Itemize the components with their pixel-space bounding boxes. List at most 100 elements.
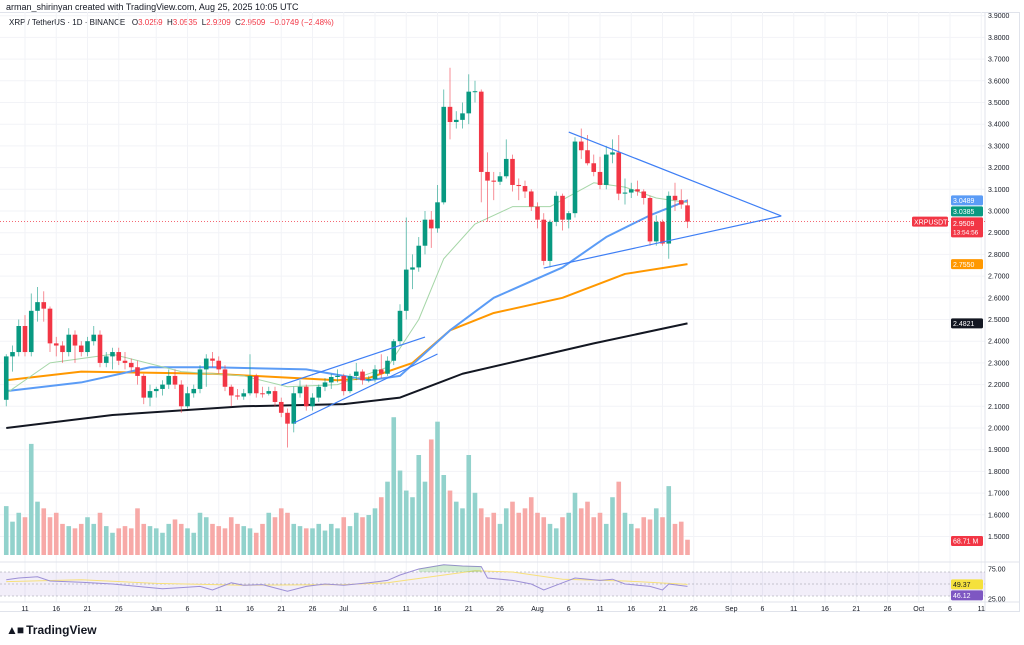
volume-bar [91,523,97,555]
candle-body [103,356,109,363]
candle-body [516,184,522,187]
volume-bar [72,528,78,555]
price-axis-tick: 3.1000 [988,187,1010,194]
candle-body [560,195,565,220]
volume-bar [216,526,222,555]
date-axis-tick: 11 [790,606,797,613]
volume-bar [53,512,59,555]
date-axis-tick: 11 [215,606,222,613]
price-axis-tick: 3.9000 [988,13,1010,20]
candle-body [610,152,615,155]
candle-body [247,375,253,394]
date-axis-tick: 11 [403,606,410,613]
price-axis-tick: 2.7000 [988,274,1010,281]
price-axis-tick: 2.1000 [988,404,1010,411]
candle-body [178,384,184,407]
candle-body [535,206,540,220]
candle-body [310,397,315,407]
rsi-label-bg [951,590,983,601]
volume-bar [147,526,153,555]
volume-bar [97,512,103,555]
symbol-title[interactable]: XRP / TetherUS · 1D · BINANCE [9,18,126,27]
candle-body [397,310,403,342]
tradingview-logo-text: TradingView [26,623,97,637]
volume-bar [378,497,384,555]
price-axis-tick: 3.2000 [988,165,1010,172]
volume-bar [397,470,403,555]
candle-body [366,379,372,381]
volume-bar [560,517,565,555]
candle-body [566,213,572,220]
price-label-bg [951,206,983,217]
volume-bar [528,497,534,555]
price-axis-tick: 2.5000 [988,317,1010,324]
date-axis-tick: 26 [690,606,698,613]
volume-bar [591,517,597,555]
volume-bar [472,492,478,555]
tradingview-logo[interactable]: ▲■ TradingView [6,623,97,637]
candle-body [72,334,78,346]
volume-bar [185,528,190,555]
candle-body [510,158,515,185]
rsi-axis-tick: 25.00 [988,597,1006,604]
candle-body [547,221,553,261]
candle-body [335,375,340,378]
candle-body [303,386,309,407]
price-axis-tick: 2.8000 [988,252,1010,259]
volume-bar [303,528,309,555]
volume-bar [510,501,515,555]
volume-bar [85,517,90,555]
volume-bar [253,532,259,555]
candle-body [35,302,40,311]
volume-bar [160,532,165,555]
candle-body [453,119,459,123]
symbol-price-tag-bg [912,216,948,227]
volume-bar [285,512,290,555]
price-axis-tick: 3.4000 [988,122,1010,129]
candle-body [503,158,509,177]
candle-body [666,195,672,244]
candle-body [410,267,415,270]
volume-label: 68.71 M [953,539,978,546]
date-axis-tick: 21 [659,606,667,613]
last-price-label-bg [951,217,983,238]
candle-body [22,326,28,353]
volume-bar [416,455,422,555]
candle-body [197,369,203,389]
volume-bar [291,523,297,555]
candle-body [541,219,547,261]
candle-body [16,326,22,353]
rsi-overbought-fill [418,564,482,572]
volume-bar [191,532,197,555]
candle-body [172,375,178,385]
volume-bar [478,508,484,555]
candle-body [578,141,584,151]
candle-body [135,367,140,376]
price-label: 2.7550 [953,262,975,269]
candle-body [10,352,15,357]
volume-bar [353,512,359,555]
price-axis-tick: 1.8000 [988,469,1010,476]
candle-body [110,352,115,357]
trendline [568,131,782,217]
volume-bar [603,523,609,555]
volume-bar [272,517,278,555]
candle-body [353,371,359,376]
date-axis-tick: 6 [373,606,377,613]
candle-body [653,221,659,242]
date-axis-tick: Aug [531,606,544,613]
date-axis-tick: 26 [496,606,504,613]
tradingview-logo-icon: ▲■ [6,623,24,637]
date-axis-tick: 11 [21,606,28,613]
low-label: L [201,18,207,27]
volume-bar [335,528,340,555]
volume-bar [497,523,503,555]
date-axis-tick: 21 [465,606,473,613]
volume-bar [460,508,465,555]
volume-bar [141,523,147,555]
moving-average-line [6,322,688,429]
date-axis-tick: 16 [246,606,254,613]
price-label: 3.0489 [953,198,975,205]
volume-bar [153,528,159,555]
